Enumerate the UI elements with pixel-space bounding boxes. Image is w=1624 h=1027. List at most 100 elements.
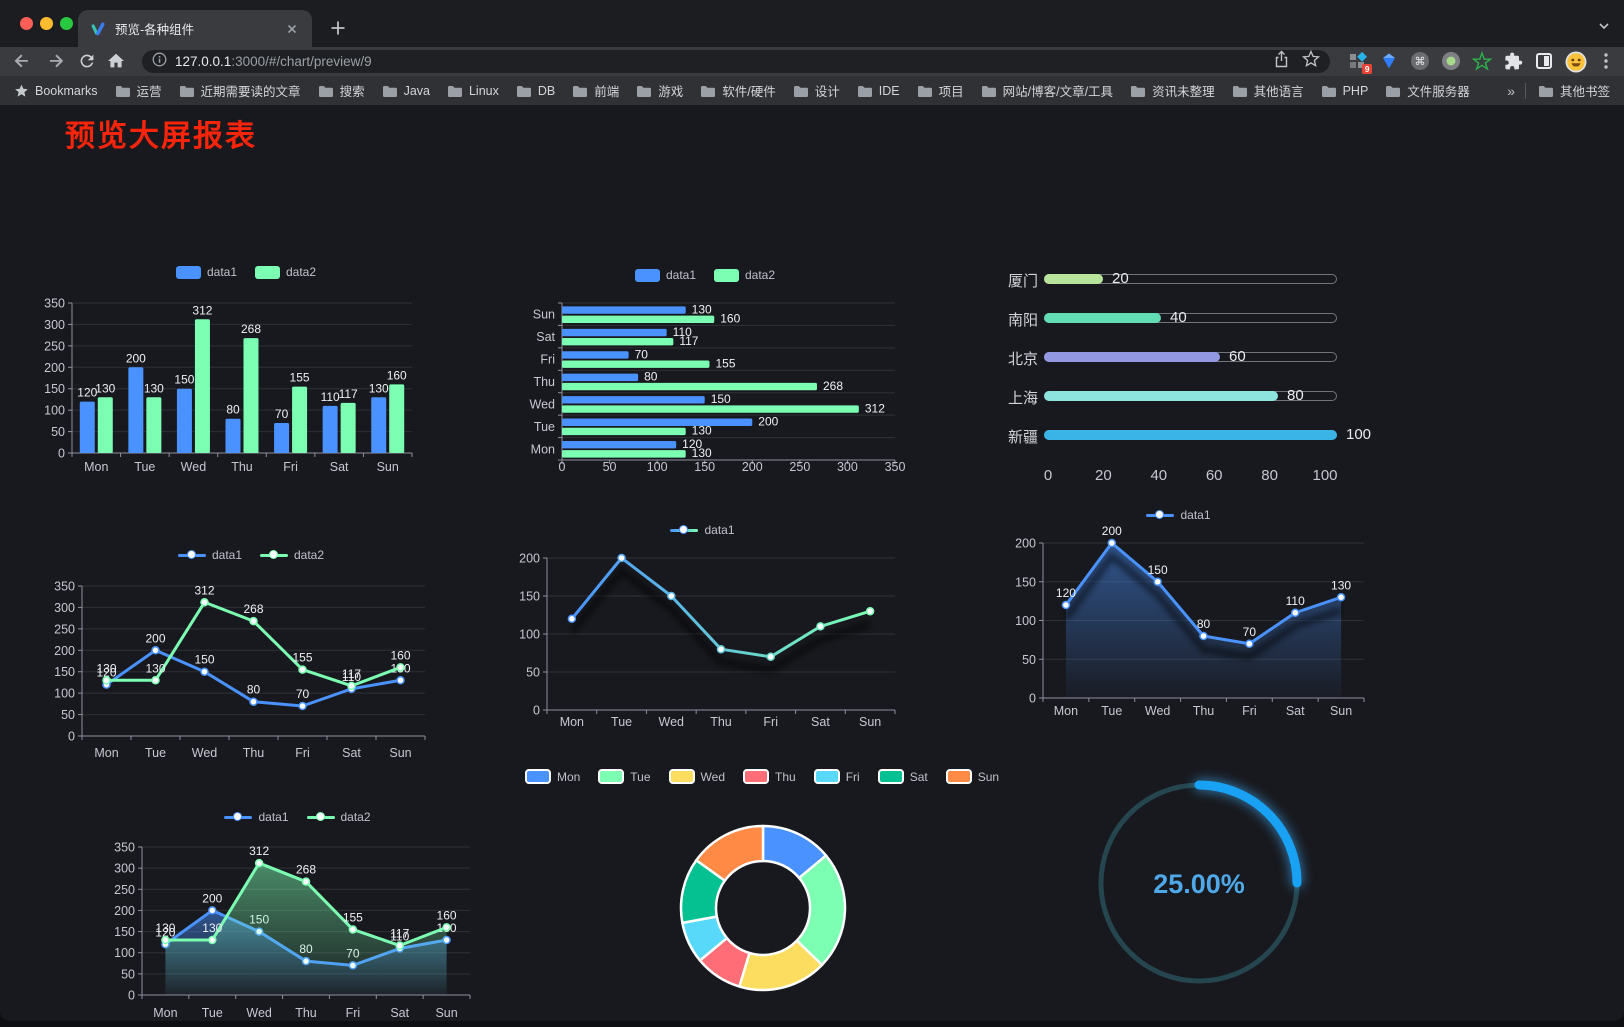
bookmark-folder-PHP[interactable]: PHP bbox=[1321, 84, 1368, 98]
bar-data1-Sat[interactable] bbox=[562, 328, 667, 337]
bookmark-folder-网站/博客/文章/工具[interactable]: 网站/博客/文章/工具 bbox=[981, 81, 1113, 100]
legend-item-data2[interactable]: data2 bbox=[260, 548, 324, 562]
progress-bar-上海[interactable] bbox=[1044, 391, 1278, 401]
data-point-data2[interactable] bbox=[442, 923, 451, 932]
extension-dot-icon[interactable] bbox=[1441, 51, 1461, 71]
back-button[interactable] bbox=[10, 49, 34, 73]
bar-data1-Wed[interactable] bbox=[176, 388, 192, 453]
bar-data1-Thu[interactable] bbox=[225, 418, 241, 453]
bookmark-folder-文件服务器[interactable]: 文件服务器 bbox=[1385, 81, 1470, 100]
data-point-data2[interactable] bbox=[161, 935, 170, 945]
legend-item-Thu[interactable]: Thu bbox=[743, 769, 796, 784]
bar-data1-Fri[interactable] bbox=[274, 423, 290, 453]
data-point-data2[interactable] bbox=[348, 925, 358, 934]
bookmark-folder-Linux[interactable]: Linux bbox=[447, 84, 499, 98]
legend-item-Sun[interactable]: Sun bbox=[945, 769, 999, 784]
bookmark-folder-搜索[interactable]: 搜索 bbox=[318, 81, 365, 100]
data-point-data1[interactable] bbox=[1107, 538, 1117, 548]
bar-data1-Mon[interactable] bbox=[79, 401, 95, 453]
data-point-data1[interactable] bbox=[766, 652, 775, 662]
address-bar[interactable]: 127.0.0.1:3000/#/chart/preview/9 bbox=[142, 49, 1330, 73]
other-bookmarks-item[interactable]: 其他书签 bbox=[1538, 81, 1610, 100]
legend-item-data1[interactable]: data1 bbox=[634, 268, 696, 282]
bar-data2-Wed[interactable] bbox=[562, 405, 859, 413]
dark-reader-icon[interactable] bbox=[1534, 51, 1554, 71]
data-point-data1[interactable] bbox=[1199, 631, 1208, 641]
data-point-data2[interactable] bbox=[208, 935, 217, 945]
bar-data1-Sun[interactable] bbox=[562, 306, 686, 314]
legend-item-Sat[interactable]: Sat bbox=[877, 769, 928, 784]
bookmark-folder-设计[interactable]: 设计 bbox=[793, 81, 840, 100]
legend-item-Fri[interactable]: Fri bbox=[813, 769, 860, 784]
new-tab-button[interactable] bbox=[326, 16, 350, 40]
profile-avatar[interactable] bbox=[1565, 51, 1587, 73]
bar-data2-Thu[interactable] bbox=[243, 338, 259, 453]
extension-command-icon[interactable]: ⌘ bbox=[1410, 51, 1430, 71]
minimize-window-button[interactable] bbox=[40, 17, 53, 30]
reload-button[interactable] bbox=[75, 49, 99, 73]
bar-data1-Tue[interactable] bbox=[128, 367, 144, 453]
data-point-data2[interactable] bbox=[395, 941, 404, 950]
bar-data1-Sun[interactable] bbox=[371, 397, 387, 453]
progress-bar-北京[interactable] bbox=[1044, 352, 1220, 362]
legend-item-Tue[interactable]: Tue bbox=[598, 769, 651, 784]
bookmark-folder-项目[interactable]: 项目 bbox=[917, 81, 964, 100]
bookmarks-overflow-chevron[interactable]: » bbox=[1507, 82, 1515, 99]
progress-bar-厦门[interactable] bbox=[1044, 274, 1103, 284]
bar-data2-Fri[interactable] bbox=[562, 360, 710, 368]
legend-item-data1[interactable]: data1 bbox=[1146, 508, 1211, 522]
close-window-button[interactable] bbox=[20, 17, 33, 30]
data-point-data2[interactable] bbox=[396, 663, 405, 672]
data-point-data1[interactable] bbox=[716, 644, 726, 654]
legend-item-data2[interactable]: data2 bbox=[255, 265, 316, 279]
data-point-data1[interactable] bbox=[200, 667, 209, 676]
bookmark-folder-IDE[interactable]: IDE bbox=[857, 84, 900, 98]
legend-item-Wed[interactable]: Wed bbox=[668, 769, 725, 784]
bar-data2-Fri[interactable] bbox=[292, 386, 308, 453]
bookmark-folder-运营[interactable]: 运营 bbox=[115, 81, 162, 100]
progress-bar-南阳[interactable] bbox=[1044, 313, 1161, 323]
bar-data2-Thu[interactable] bbox=[562, 382, 817, 391]
home-button[interactable] bbox=[104, 49, 128, 73]
browser-tab[interactable]: 预览-各种组件 bbox=[78, 10, 312, 47]
tab-close-icon[interactable] bbox=[284, 21, 300, 37]
bookmark-folder-其他语言[interactable]: 其他语言 bbox=[1232, 81, 1304, 100]
data-point-data2[interactable] bbox=[249, 616, 258, 626]
pie-slice-Sun[interactable] bbox=[695, 824, 765, 882]
extension-gem-icon[interactable] bbox=[1379, 51, 1399, 71]
bookmark-folder-软件/硬件[interactable]: 软件/硬件 bbox=[700, 81, 776, 100]
bar-data1-Wed[interactable] bbox=[562, 396, 705, 404]
data-point-data1[interactable] bbox=[249, 697, 258, 706]
data-point-data2[interactable] bbox=[301, 877, 311, 886]
share-icon[interactable] bbox=[1273, 50, 1290, 73]
bar-data2-Sun[interactable] bbox=[389, 384, 405, 453]
data-point-data1[interactable] bbox=[298, 701, 307, 711]
data-point-data1[interactable] bbox=[617, 553, 626, 563]
bookmark-folder-DB[interactable]: DB bbox=[516, 84, 555, 98]
legend-item-data1[interactable]: data1 bbox=[175, 265, 237, 279]
bar-data2-Sat[interactable] bbox=[340, 402, 356, 453]
data-point-data1[interactable] bbox=[1290, 608, 1300, 617]
extension-grid-icon[interactable]: 9 bbox=[1348, 51, 1372, 74]
data-point-data1[interactable] bbox=[667, 591, 676, 601]
bar-data1-Mon[interactable] bbox=[562, 440, 677, 449]
extension-star-icon[interactable] bbox=[1471, 50, 1493, 71]
site-info-icon[interactable] bbox=[152, 52, 167, 72]
data-point-data1[interactable] bbox=[1336, 593, 1346, 602]
legend-item-Mon[interactable]: Mon bbox=[524, 769, 580, 784]
bar-data2-Sat[interactable] bbox=[562, 338, 674, 346]
bookmark-folder-游戏[interactable]: 游戏 bbox=[636, 81, 683, 100]
bookmarks-root-item[interactable]: Bookmarks bbox=[14, 83, 98, 98]
maximize-window-button[interactable] bbox=[60, 17, 73, 30]
data-point-data2[interactable] bbox=[151, 676, 160, 685]
data-point-data2[interactable] bbox=[102, 676, 111, 685]
data-point-data1[interactable] bbox=[396, 676, 405, 685]
data-point-data1[interactable] bbox=[816, 622, 825, 631]
bookmark-folder-Java[interactable]: Java bbox=[382, 84, 430, 98]
data-point-data2[interactable] bbox=[254, 858, 264, 868]
bookmark-folder-资讯未整理[interactable]: 资讯未整理 bbox=[1130, 81, 1215, 100]
data-point-data1[interactable] bbox=[151, 646, 160, 655]
bar-data2-Wed[interactable] bbox=[194, 319, 210, 453]
bookmark-star-icon[interactable] bbox=[1301, 49, 1321, 73]
bar-data1-Tue[interactable] bbox=[562, 418, 753, 426]
